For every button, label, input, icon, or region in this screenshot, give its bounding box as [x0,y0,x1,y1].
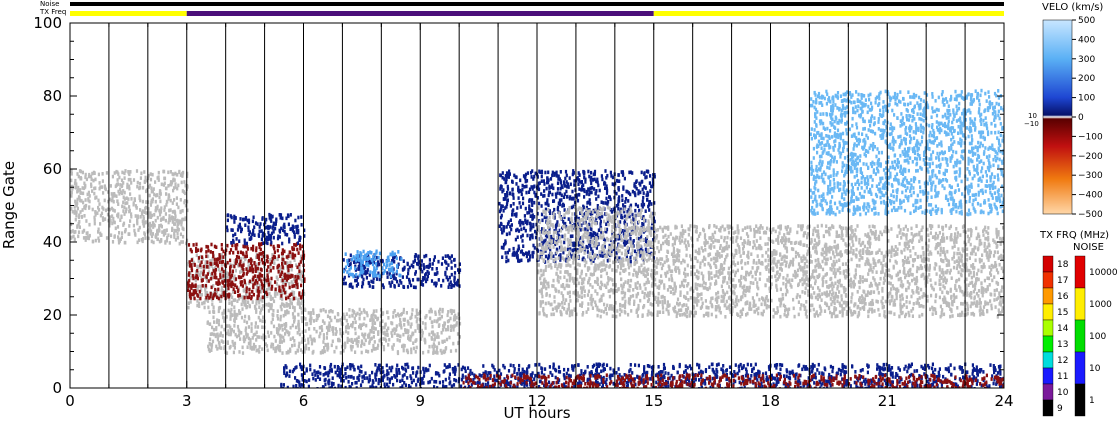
y-tick-label: 0 [52,379,62,397]
txfreq-cell [1042,287,1054,305]
velocity-zero-upper: 10 [1028,112,1037,120]
region-6 [462,373,1004,388]
x-tick-label: 18 [761,392,780,410]
txfreq-segment-0 [70,11,187,16]
txfreq-tick-label: 15 [1057,308,1068,318]
velocity-zero-lower: −10 [1024,120,1039,128]
x-tick-label: 9 [415,392,425,410]
txfreq-tick-label: 9 [1057,404,1063,414]
txfreq-cell [1042,335,1054,353]
velocity-tick-label: 400 [1078,35,1095,45]
x-tick-label: 12 [527,392,546,410]
status-bars: Noise TX Freq [39,0,1004,16]
txfreq-cell [1042,271,1054,289]
x-tick-label: 0 [65,392,75,410]
noise-tick-label: 10 [1089,364,1101,374]
region-0 [70,169,189,246]
txfreq-tick-label: 10 [1057,388,1069,398]
velocity-tick-label: 100 [1078,94,1095,104]
txfreq-tick-label: 12 [1057,356,1068,366]
txfreq-tick-label: 17 [1057,276,1068,286]
x-tick-label: 21 [878,392,897,410]
velocity-tick-label: −200 [1078,152,1103,162]
txfreq-segment-1 [186,11,654,16]
txfreq-colorbar-cells: 18 17 16 15 14 13 12 11 10 9 [1042,255,1069,417]
noise-cell [1074,383,1086,417]
noise-tick-label: 10000 [1089,268,1118,278]
region-4 [225,212,306,246]
txfreq-cell [1042,383,1054,401]
txfreq-tick-label: 18 [1057,260,1069,270]
txfreq-cell [1042,367,1054,385]
noise-colorbar-cells: 10000 1000 100 10 1 [1074,255,1118,417]
txfreq-cell [1042,351,1054,369]
txfreq-tick-label: 11 [1057,372,1068,382]
x-tick-label: 3 [182,392,192,410]
y-axis-ticks: 0 20 40 60 80 100 [33,14,1004,397]
y-tick-label: 100 [33,14,62,32]
velocity-tick-label: −300 [1078,171,1103,181]
noise-colorbar-title: NOISE [1073,242,1104,253]
velocity-tick-label: 500 [1078,16,1095,26]
txfreq-tick-label: 13 [1057,340,1068,350]
y-tick-label: 60 [43,160,62,178]
noise-cell [1074,319,1086,353]
hour-gridlines [108,23,966,388]
txfreq-tick-label: 14 [1057,324,1069,334]
txfreq-bar [70,11,1004,16]
noise-colorbar: NOISE 10000 1000 100 10 1 [1073,242,1118,417]
velocity-tick-label: −500 [1078,210,1103,220]
x-tick-label: 6 [299,392,309,410]
noise-cell [1074,351,1086,385]
velocity-tick-label: 300 [1078,55,1095,65]
velocity-tick-label: −400 [1078,191,1103,201]
txfreq-cell [1042,399,1054,417]
x-tick-label: 24 [994,392,1013,410]
noise-bar [70,2,1004,6]
y-axis-label: Range Gate [0,161,18,249]
velocity-colorbar-ticks: 500 400 300 200 100 0 −100 −200 −300 −400 −500 [1072,16,1103,220]
velocity-tick-label: −100 [1078,132,1103,142]
x-axis-ticks: 0 3 6 9 12 15 18 21 24 [65,23,1014,410]
noise-tick-label: 100 [1089,332,1106,342]
txfreq-colorbar: TX FRQ (MHz) 18 17 16 15 14 13 12 11 10 9 [1039,230,1109,417]
txfreq-cell [1042,303,1054,321]
noise-tick-label: 1 [1089,396,1095,406]
x-tick-label: 15 [644,392,663,410]
velocity-colorbar: VELO (km/s) 500 400 300 200 100 0 −100 −200 −300… [1024,2,1103,220]
velocity-colorbar-title: VELO (km/s) [1042,2,1103,13]
txfreq-tick-label: 16 [1057,292,1069,302]
region-8 [342,249,403,279]
y-tick-label: 40 [43,233,62,251]
y-tick-label: 20 [43,306,62,324]
velocity-tick-label: 200 [1078,74,1095,84]
x-axis-label: UT hours [503,404,570,422]
region-2 [206,307,462,356]
txfreq-colorbar-title: TX FRQ (MHz) [1039,230,1109,241]
scatter-data [70,88,1004,388]
y-tick-label: 80 [43,87,62,105]
txfreq-segment-2 [653,11,1004,16]
txfreq-bar-label: TX Freq [39,8,66,16]
noise-bar-label: Noise [40,0,59,8]
noise-cell [1074,255,1086,289]
noise-tick-label: 1000 [1089,300,1112,310]
region-11 [653,223,1004,319]
velocity-colorbar-scale [1042,19,1073,215]
noise-cell [1074,287,1086,321]
txfreq-cell [1042,319,1054,337]
txfreq-cell [1042,255,1054,273]
region-10 [537,205,656,319]
velocity-tick-label: 0 [1078,113,1084,123]
